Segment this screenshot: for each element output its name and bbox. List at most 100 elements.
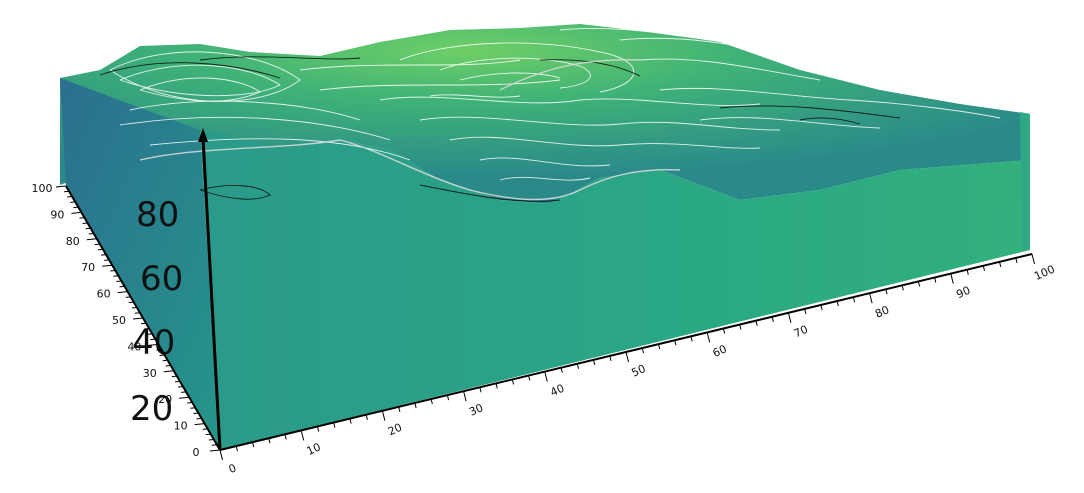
minor-tick bbox=[430, 398, 433, 405]
minor-tick bbox=[284, 434, 287, 440]
right-face bbox=[1020, 112, 1030, 250]
minor-tick bbox=[593, 359, 596, 365]
vertical-tick-label: 60 bbox=[140, 259, 183, 299]
minor-tick bbox=[205, 433, 211, 436]
minor-tick bbox=[116, 280, 122, 283]
axis-tick-label: 80 bbox=[66, 235, 80, 248]
minor-tick bbox=[100, 254, 107, 256]
minor-tick bbox=[901, 285, 904, 291]
minor-tick bbox=[162, 359, 168, 362]
minor-tick bbox=[193, 412, 199, 415]
contour-lines bbox=[99, 27, 1001, 202]
minor-tick bbox=[560, 367, 563, 373]
minor-tick bbox=[365, 414, 368, 420]
minor-tick bbox=[495, 383, 498, 389]
major-tick bbox=[950, 273, 954, 284]
minor-tick bbox=[165, 365, 171, 367]
vertical-axis-arrowhead bbox=[198, 128, 208, 142]
minor-tick bbox=[999, 261, 1002, 267]
major-tick bbox=[219, 449, 223, 461]
minor-tick bbox=[208, 438, 214, 441]
major-tick bbox=[544, 371, 548, 382]
major-tick bbox=[179, 396, 190, 399]
minor-tick bbox=[885, 289, 888, 295]
minor-tick bbox=[94, 243, 100, 246]
minor-tick bbox=[755, 320, 758, 326]
minor-tick bbox=[82, 222, 88, 224]
minor-tick bbox=[70, 201, 76, 203]
minor-tick bbox=[917, 281, 921, 287]
minor-tick bbox=[147, 333, 153, 335]
minor-tick bbox=[316, 426, 320, 432]
minor-tick bbox=[97, 248, 104, 251]
major-tick bbox=[209, 449, 221, 452]
vertical-tick-label: 40 bbox=[132, 323, 175, 363]
minor-tick bbox=[134, 312, 140, 314]
minor-tick bbox=[128, 301, 134, 304]
minor-tick bbox=[966, 269, 969, 275]
minor-tick bbox=[144, 328, 150, 330]
axis-tick-label: 80 bbox=[873, 303, 891, 321]
minor-tick bbox=[67, 196, 73, 198]
vertical-tick-label: 80 bbox=[136, 195, 179, 235]
major-tick bbox=[381, 410, 386, 421]
major-tick bbox=[463, 391, 467, 402]
minor-tick bbox=[739, 324, 742, 330]
front-face bbox=[200, 130, 1030, 450]
minor-tick bbox=[113, 275, 119, 277]
front-axis: 0 10 20 30 40 50 60 70 80 90 100 bbox=[219, 253, 1057, 477]
minor-tick bbox=[85, 227, 91, 230]
minor-tick bbox=[159, 354, 165, 356]
axis-tick-label: 50 bbox=[112, 314, 126, 327]
left-axis-ticks bbox=[55, 185, 221, 452]
major-tick bbox=[787, 312, 792, 323]
axis-tick-label: 100 bbox=[1032, 263, 1056, 283]
major-tick bbox=[132, 317, 144, 320]
major-tick bbox=[706, 332, 711, 343]
minor-tick bbox=[73, 206, 79, 209]
minor-tick bbox=[722, 328, 726, 334]
minor-tick bbox=[479, 387, 482, 393]
minor-tick bbox=[641, 347, 644, 354]
axis-tick-label: 30 bbox=[143, 367, 157, 380]
minor-tick bbox=[690, 336, 693, 342]
minor-tick bbox=[150, 338, 156, 341]
volume-block bbox=[60, 24, 1030, 450]
axis-tick-label: 30 bbox=[467, 401, 485, 419]
major-tick bbox=[102, 264, 113, 267]
axis-tick-label: 90 bbox=[954, 284, 972, 302]
minor-tick bbox=[141, 322, 147, 325]
axis-tick-label: 0 bbox=[227, 461, 239, 476]
minor-tick bbox=[349, 418, 352, 424]
major-tick bbox=[869, 293, 873, 304]
vertical-tick-label: 20 bbox=[130, 389, 173, 429]
major-tick bbox=[117, 291, 128, 294]
axis-tick-label: 10 bbox=[305, 440, 323, 458]
axis-tick-label: 60 bbox=[97, 288, 111, 301]
axis-tick-label: 100 bbox=[32, 182, 53, 195]
minor-tick bbox=[104, 259, 110, 261]
left-face bbox=[60, 78, 220, 450]
minor-tick bbox=[235, 445, 238, 452]
vertical-axis: 20 40 60 80 bbox=[130, 128, 222, 451]
minor-tick bbox=[804, 308, 807, 315]
minor-tick bbox=[187, 401, 193, 404]
minor-tick bbox=[125, 296, 131, 298]
axis-tick-label: 0 bbox=[193, 446, 200, 459]
minor-tick bbox=[88, 233, 94, 235]
minor-tick bbox=[174, 380, 181, 383]
minor-tick bbox=[934, 277, 937, 283]
major-tick bbox=[194, 423, 205, 426]
axis-tick-label: 40 bbox=[548, 382, 566, 400]
major-tick bbox=[55, 185, 67, 188]
minor-tick bbox=[674, 340, 677, 346]
minor-tick bbox=[79, 217, 85, 219]
front-axis-labels: 0 10 20 30 40 50 60 70 80 90 100 bbox=[227, 263, 1057, 477]
minor-tick bbox=[771, 316, 774, 322]
axis-tick-label: 10 bbox=[174, 420, 188, 433]
major-tick bbox=[300, 430, 305, 441]
minor-tick bbox=[820, 304, 823, 311]
axis-tick-label: 20 bbox=[386, 421, 404, 439]
